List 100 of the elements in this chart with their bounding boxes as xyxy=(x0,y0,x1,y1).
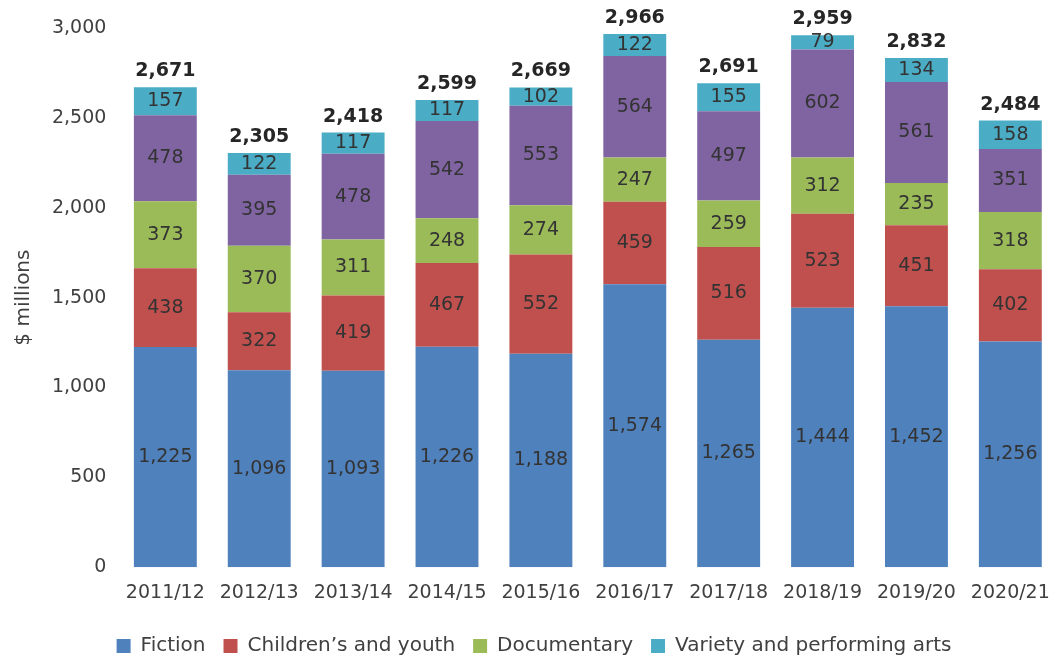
data-label: 553 xyxy=(522,142,560,165)
data-label: 451 xyxy=(898,252,935,275)
data-label: 1,093 xyxy=(325,455,381,478)
bar xyxy=(791,213,855,308)
data-label: 523 xyxy=(804,247,841,270)
bar xyxy=(884,82,948,183)
bar xyxy=(697,339,761,568)
bar xyxy=(227,174,291,246)
data-label: 373 xyxy=(147,221,184,244)
data-label: 134 xyxy=(898,57,935,79)
bar xyxy=(978,212,1042,270)
data-label: 157 xyxy=(147,88,184,111)
x-tick-label: 2020/21 xyxy=(970,579,1050,602)
data-label: 117 xyxy=(428,97,466,120)
data-label: 467 xyxy=(428,291,466,314)
data-label: 248 xyxy=(428,227,466,250)
bar xyxy=(415,218,479,263)
data-label: 102 xyxy=(522,83,560,106)
data-label: 1,256 xyxy=(983,441,1038,464)
data-label: 1,226 xyxy=(419,443,475,466)
data-label: 542 xyxy=(428,156,466,179)
data-label: 318 xyxy=(992,227,1029,250)
data-label: 1,574 xyxy=(607,412,662,435)
bar xyxy=(603,284,667,568)
bar xyxy=(321,153,385,240)
bar xyxy=(697,200,761,248)
total-label: 2,418 xyxy=(323,103,384,126)
legend-label: Children’s and youth xyxy=(247,632,456,657)
total-label: 2,671 xyxy=(135,58,196,81)
data-label: 158 xyxy=(992,121,1029,144)
data-label: 79 xyxy=(810,29,835,52)
data-label: 247 xyxy=(616,166,653,189)
x-tick-label: 2013/14 xyxy=(313,579,393,602)
x-tick-label: 2011/12 xyxy=(125,579,205,602)
data-label: 402 xyxy=(992,292,1029,315)
data-label: 438 xyxy=(147,294,184,317)
data-label: 122 xyxy=(616,32,653,55)
total-label: 2,599 xyxy=(416,70,478,93)
bar xyxy=(321,295,385,371)
data-label: 552 xyxy=(522,291,560,314)
data-label: 117 xyxy=(334,130,372,153)
bar xyxy=(133,115,197,202)
bar xyxy=(509,205,573,255)
bar xyxy=(133,347,197,568)
bar xyxy=(603,201,667,285)
data-label: 602 xyxy=(804,90,841,113)
bar xyxy=(791,49,855,158)
total-label: 2,966 xyxy=(604,5,665,28)
data-label: 351 xyxy=(992,167,1029,190)
bar xyxy=(697,247,761,340)
legend-label: Documentary xyxy=(497,632,634,657)
bar xyxy=(603,157,667,202)
bar xyxy=(884,182,948,226)
x-tick-label: 2019/20 xyxy=(876,579,956,602)
data-label: 561 xyxy=(898,119,935,142)
y-tick-label: 3,000 xyxy=(51,14,107,37)
bar xyxy=(697,111,761,201)
data-label: 1,225 xyxy=(138,444,193,467)
data-label: 1,096 xyxy=(232,455,287,478)
bar xyxy=(227,312,291,371)
data-label: 478 xyxy=(147,145,184,168)
y-tick-label: 1,500 xyxy=(51,284,107,307)
data-label: 1,265 xyxy=(701,440,756,463)
data-label: 259 xyxy=(710,210,747,233)
data-label: 370 xyxy=(241,266,278,289)
x-tick-label: 2015/16 xyxy=(501,579,581,602)
data-label: 274 xyxy=(522,216,560,239)
x-tick-label: 2017/18 xyxy=(689,579,769,602)
data-label: 564 xyxy=(616,93,653,116)
bar xyxy=(509,353,573,568)
x-tick-label: 2012/13 xyxy=(219,579,299,602)
x-tick-label: 2018/19 xyxy=(783,579,863,602)
y-tick-label: 500 xyxy=(70,464,107,487)
total-label: 2,484 xyxy=(980,91,1041,114)
bar xyxy=(227,245,291,313)
x-tick-label: 2014/15 xyxy=(407,579,487,602)
bar xyxy=(978,341,1042,568)
bar xyxy=(978,269,1042,342)
bar xyxy=(509,105,573,206)
bar xyxy=(603,56,667,158)
data-label: 155 xyxy=(710,84,747,107)
y-tick-label: 0 xyxy=(94,554,107,577)
bar xyxy=(133,201,197,269)
legend-label: Fiction xyxy=(140,632,206,657)
data-label: 478 xyxy=(334,183,372,206)
bar xyxy=(978,148,1042,213)
y-tick-label: 1,000 xyxy=(51,374,107,397)
legend-label: Variety and performing arts xyxy=(675,632,952,657)
bar xyxy=(415,262,479,347)
data-label: 1,444 xyxy=(795,424,850,447)
data-label: 1,188 xyxy=(513,447,569,470)
bar xyxy=(415,346,479,568)
bar xyxy=(791,307,855,568)
x-tick-label: 2016/17 xyxy=(595,579,675,602)
y-tick-label: 2,000 xyxy=(51,194,107,217)
bar xyxy=(791,157,855,214)
data-label: 122 xyxy=(241,150,278,173)
data-label: 516 xyxy=(710,280,747,303)
data-label: 312 xyxy=(804,172,841,195)
total-label: 2,691 xyxy=(698,54,759,77)
